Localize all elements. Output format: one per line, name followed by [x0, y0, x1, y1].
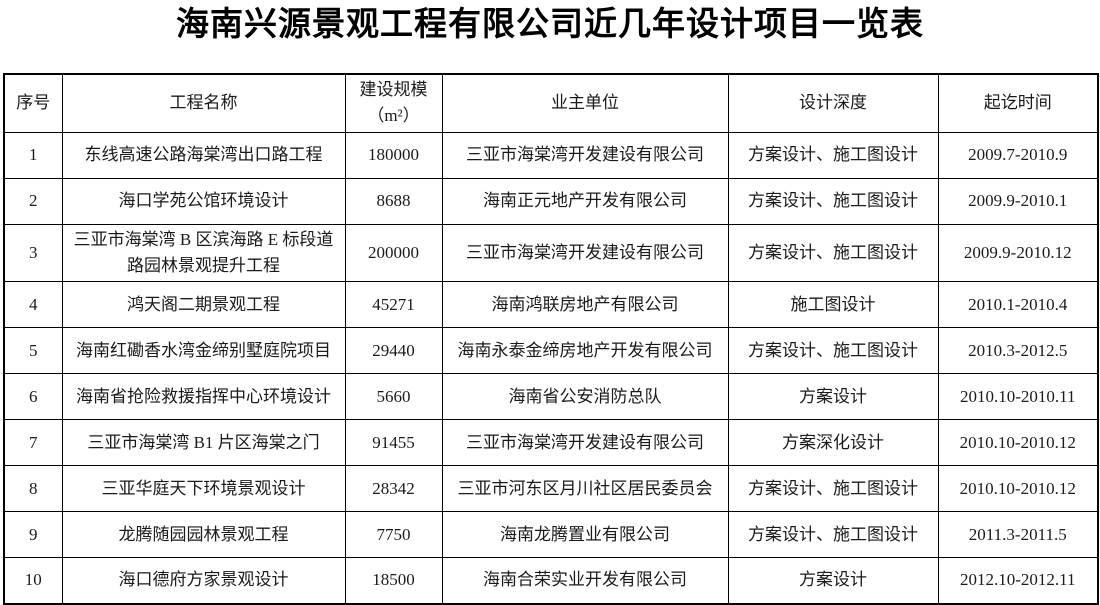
table-row: 3 三亚市海棠湾 B 区滨海路 E 标段道路园林景观提升工程 200000 三亚市海棠…	[3, 223, 1099, 283]
table-cell-owner: 海南省公安消防总队	[441, 373, 729, 421]
column-header-scale: 建设规模 （m²）	[344, 73, 443, 133]
table-cell-scale: 180000	[344, 131, 443, 179]
table-cell-scale: 7750	[344, 511, 443, 559]
table-cell-depth: 方案设计、施工图设计	[727, 177, 939, 225]
table-cell-seq: 7	[3, 419, 63, 467]
table-cell-seq: 5	[3, 327, 63, 375]
column-header-line: 序号	[16, 93, 51, 113]
table-cell-owner: 三亚市海棠湾开发建设有限公司	[441, 131, 729, 179]
table-cell-scale: 28342	[344, 465, 443, 513]
table-cell-time: 2012.10-2012.11	[937, 557, 1099, 605]
table-cell-scale: 200000	[344, 223, 443, 283]
table-cell-time: 2011.3-2011.5	[937, 511, 1099, 559]
table-cell-time: 2010.1-2010.4	[937, 281, 1099, 329]
table-cell-name: 海口学苑公馆环境设计	[61, 177, 346, 225]
table-row: 1 东线高速公路海棠湾出口路工程 180000 三亚市海棠湾开发建设有限公司 方案设计、…	[3, 131, 1099, 179]
table-row: 8 三亚华庭天下环境景观设计 28342 三亚市河东区月川社区居民委员会 方案设计、施工…	[3, 465, 1099, 513]
column-header-line: 建设规模	[359, 80, 428, 99]
table-cell-name: 三亚华庭天下环境景观设计	[61, 465, 346, 513]
table-cell-seq: 3	[3, 223, 63, 283]
table-cell-owner: 海南正元地产开发有限公司	[441, 177, 729, 225]
table-cell-depth: 方案设计	[727, 557, 939, 605]
column-header-owner: 业主单位	[441, 73, 729, 133]
table-cell-owner: 海南合荣实业开发有限公司	[441, 557, 729, 605]
table-cell-time: 2010.3-2012.5	[937, 327, 1099, 375]
table-row: 5 海南红磡香水湾金缔别墅庭院项目 29440 海南永泰金缔房地产开发有限公司 方案设计…	[3, 327, 1099, 375]
table-cell-time: 2009.9-2010.1	[937, 177, 1099, 225]
table-cell-seq: 8	[3, 465, 63, 513]
table-cell-scale: 91455	[344, 419, 443, 467]
table-cell-name: 三亚市海棠湾 B 区滨海路 E 标段道路园林景观提升工程	[61, 223, 346, 283]
table-cell-time: 2009.7-2010.9	[937, 131, 1099, 179]
table-cell-name: 鸿天阁二期景观工程	[61, 281, 346, 329]
table-cell-owner: 三亚市海棠湾开发建设有限公司	[441, 223, 729, 283]
table-cell-time: 2010.10-2010.11	[937, 373, 1099, 421]
table-cell-scale: 8688	[344, 177, 443, 225]
table-cell-seq: 6	[3, 373, 63, 421]
table-cell-scale: 45271	[344, 281, 443, 329]
column-header-line: 起讫时间	[983, 93, 1052, 113]
table-cell-name: 龙腾随园园林景观工程	[61, 511, 346, 559]
table-cell-scale: 18500	[344, 557, 443, 605]
column-header-name: 工程名称	[61, 73, 346, 133]
table-cell-name: 海南省抢险救援指挥中心环境设计	[61, 373, 346, 421]
column-header-line: （m²）	[367, 106, 420, 126]
table-cell-name: 三亚市海棠湾 B1 片区海棠之门	[61, 419, 346, 467]
table-cell-owner: 海南龙腾置业有限公司	[441, 511, 729, 559]
table-cell-time: 2010.10-2010.12	[937, 465, 1099, 513]
column-header-seq: 序号	[3, 73, 63, 133]
table-cell-depth: 方案设计、施工图设计	[727, 223, 939, 283]
table-row: 9 龙腾随园园林景观工程 7750 海南龙腾置业有限公司 方案设计、施工图设计 2011.…	[3, 511, 1099, 559]
column-header-depth: 设计深度	[727, 73, 939, 133]
column-header-line: 业主单位	[551, 93, 619, 113]
table-header-row: 序号 工程名称 建设规模 （m²） 业主单位 设计深度 起讫时间	[3, 73, 1099, 133]
table-cell-owner: 三亚市河东区月川社区居民委员会	[441, 465, 729, 513]
table-cell-name: 东线高速公路海棠湾出口路工程	[61, 131, 346, 179]
table-cell-owner: 三亚市海棠湾开发建设有限公司	[441, 419, 729, 467]
table-cell-seq: 9	[3, 511, 63, 559]
table-cell-seq: 2	[3, 177, 63, 225]
table-cell-depth: 方案设计、施工图设计	[727, 131, 939, 179]
table-cell-owner: 海南鸿联房地产有限公司	[441, 281, 729, 329]
table-row: 10 海口德府方家景观设计 18500 海南合荣实业开发有限公司 方案设计 2012.10…	[3, 557, 1099, 605]
projects-table: 序号 工程名称 建设规模 （m²） 业主单位 设计深度 起讫时间 1 东线高速公路海棠湾出口路…	[3, 73, 1099, 605]
column-header-line: 工程名称	[169, 93, 238, 113]
table-row: 4 鸿天阁二期景观工程 45271 海南鸿联房地产有限公司 施工图设计 2010.1-20…	[3, 281, 1099, 329]
column-header-time: 起讫时间	[937, 73, 1099, 133]
table-cell-depth: 方案设计、施工图设计	[727, 511, 939, 559]
table-body: 1 东线高速公路海棠湾出口路工程 180000 三亚市海棠湾开发建设有限公司 方案设计、…	[3, 131, 1099, 605]
table-cell-seq: 1	[3, 131, 63, 179]
table-cell-time: 2009.9-2010.12	[937, 223, 1099, 283]
table-cell-owner: 海南永泰金缔房地产开发有限公司	[441, 327, 729, 375]
table-row: 2 海口学苑公馆环境设计 8688 海南正元地产开发有限公司 方案设计、施工图设计 200…	[3, 177, 1099, 225]
table-cell-seq: 10	[3, 557, 63, 605]
table-cell-name: 海口德府方家景观设计	[61, 557, 346, 605]
table-cell-scale: 5660	[344, 373, 443, 421]
table-cell-depth: 方案设计	[727, 373, 939, 421]
table-cell-depth: 方案设计、施工图设计	[727, 327, 939, 375]
table-cell-depth: 方案设计、施工图设计	[727, 465, 939, 513]
column-header-line: 设计深度	[799, 93, 867, 113]
table-cell-seq: 4	[3, 281, 63, 329]
table-cell-name: 海南红磡香水湾金缔别墅庭院项目	[61, 327, 346, 375]
table-cell-depth: 施工图设计	[727, 281, 939, 329]
table-cell-time: 2010.10-2010.12	[937, 419, 1099, 467]
table-cell-scale: 29440	[344, 327, 443, 375]
table-row: 6 海南省抢险救援指挥中心环境设计 5660 海南省公安消防总队 方案设计 2010.10…	[3, 373, 1099, 421]
table-cell-depth: 方案深化设计	[727, 419, 939, 467]
page-title: 海南兴源景观工程有限公司近几年设计项目一览表	[176, 7, 924, 43]
table-row: 7 三亚市海棠湾 B1 片区海棠之门 91455 三亚市海棠湾开发建设有限公司 方案深化…	[3, 419, 1099, 467]
